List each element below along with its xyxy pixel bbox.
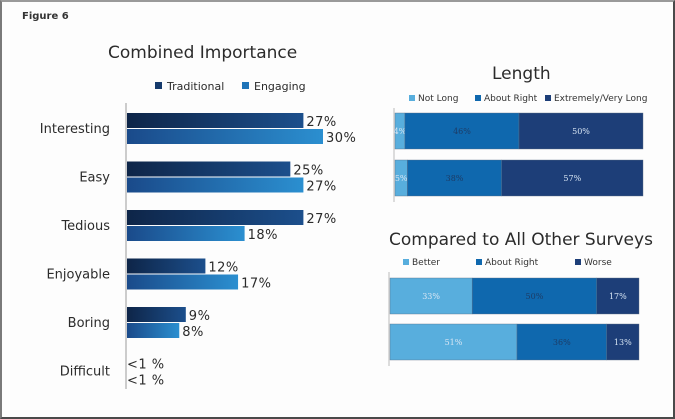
category-label: Boring [68,316,110,331]
data-label: 27% [306,212,336,227]
bar-engaging-boring [127,323,180,338]
legend: Not Long About Right Extremely/Very Long [409,94,647,104]
legend-label-traditional: Traditional [166,80,224,93]
segment-label: 4% [394,127,407,136]
segment-label: 46% [453,127,471,136]
legend-label-engaging: Engaging [254,80,306,93]
combined-importance-chart: Combined Importance Traditional Engaging… [40,43,356,389]
legend-label-about-right: About Right [484,94,538,104]
segment-label: 13% [614,338,632,347]
segment-about-right-row-1 [404,112,520,150]
category-label: Tedious [60,219,110,234]
legend-swatch-extremely-very-long [545,95,551,101]
bar-engaging-interesting [127,129,323,144]
bar-engaging-easy [127,177,304,193]
data-label: 12% [208,261,238,276]
data-label: 17% [241,277,271,292]
segment-label: 38% [446,174,464,183]
legend-label-extremely-very-long: Extremely/Very Long [554,94,647,104]
legend-label-not-long: Not Long [418,94,458,104]
segment-label: 51% [445,338,463,347]
length-chart: Length Not Long About Right Extremely/Ve… [393,64,647,202]
data-label: 9% [189,309,211,324]
legend-swatch-about-right [476,259,482,265]
category-label: Difficult [60,365,110,380]
segment-better-row-1 [389,277,473,315]
data-label: <1 % [127,358,165,373]
segment-extremely-very-long-row-2 [501,159,644,197]
segment-label: 50% [572,127,590,136]
legend-swatch-better [403,259,409,265]
bar-engaging-tedious [127,226,245,241]
bar-traditional-easy [127,161,291,177]
chart-title: Compared to All Other Surveys [389,230,653,250]
segment-about-right-row-1 [471,277,597,315]
compared-surveys-chart: Compared to All Other Surveys Better Abo… [388,230,653,366]
legend-label-better: Better [412,258,440,268]
data-label: 8% [182,325,204,340]
segment-label: 50% [526,292,544,301]
segment-worse-row-2 [606,323,640,361]
bar-engaging-enjoyable [127,274,239,290]
data-label: 18% [248,228,278,243]
legend-swatch-engaging [242,82,249,89]
segment-better-row-2 [389,323,518,361]
category-label: Interesting [40,122,110,137]
data-label: 27% [306,115,336,130]
legend-swatch-traditional [155,82,162,89]
bar-traditional-tedious [127,210,304,225]
segment-label: 36% [553,338,571,347]
chart-title: Length [492,64,551,84]
bar-traditional-enjoyable [127,258,206,274]
bar-traditional-interesting [127,113,304,128]
bar-traditional-boring [127,307,186,322]
category-label: Easy [79,171,110,186]
chart-title: Combined Importance [108,43,297,63]
data-label: <1 % [127,374,165,389]
category-label: Enjoyable [46,268,110,283]
legend-label-worse: Worse [584,258,612,268]
data-label: 27% [306,180,336,195]
segment-label: 57% [563,174,581,183]
legend-swatch-not-long [409,95,415,101]
legend-label-about-right: About Right [485,258,539,268]
segment-about-right-row-2 [407,159,502,197]
data-label: 25% [293,164,323,179]
legend-swatch-about-right [475,95,481,101]
segment-label: 5% [395,174,408,183]
figure-label: Figure 6 [22,11,69,22]
segment-label: 33% [422,292,440,301]
legend: Traditional Engaging [155,80,306,93]
legend-swatch-worse [575,259,581,265]
segment-worse-row-1 [596,277,640,315]
segment-extremely-very-long-row-1 [518,112,644,150]
legend: Better About Right Worse [403,258,612,268]
segment-label: 17% [609,292,627,301]
data-label: 30% [326,131,356,146]
